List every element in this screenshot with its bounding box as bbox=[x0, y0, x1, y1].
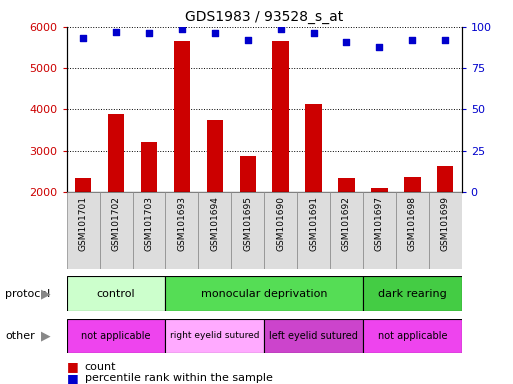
Bar bbox=[199, 192, 231, 269]
Point bbox=[376, 44, 384, 50]
Bar bbox=[338, 177, 354, 275]
Bar bbox=[264, 192, 297, 269]
Bar bbox=[165, 319, 264, 353]
Bar bbox=[207, 120, 223, 275]
Bar bbox=[100, 192, 132, 269]
Point bbox=[441, 37, 449, 43]
Point bbox=[112, 29, 120, 35]
Text: other: other bbox=[5, 331, 35, 341]
Bar bbox=[330, 192, 363, 269]
Text: count: count bbox=[85, 362, 116, 372]
Bar bbox=[363, 192, 396, 269]
Bar bbox=[67, 276, 165, 311]
Bar bbox=[165, 192, 199, 269]
Bar bbox=[371, 188, 388, 275]
Point bbox=[342, 39, 350, 45]
Bar bbox=[404, 177, 421, 275]
Bar bbox=[437, 166, 453, 275]
Bar bbox=[108, 114, 124, 275]
Text: control: control bbox=[97, 289, 135, 299]
Bar bbox=[305, 104, 322, 275]
Text: GSM101699: GSM101699 bbox=[441, 196, 450, 251]
Text: monocular deprivation: monocular deprivation bbox=[201, 289, 327, 299]
Text: ▶: ▶ bbox=[42, 329, 51, 343]
Title: GDS1983 / 93528_s_at: GDS1983 / 93528_s_at bbox=[185, 10, 343, 25]
Text: protocol: protocol bbox=[5, 289, 50, 299]
Point bbox=[145, 30, 153, 36]
Text: GSM101694: GSM101694 bbox=[210, 196, 220, 251]
Text: ■: ■ bbox=[67, 360, 78, 373]
Text: not applicable: not applicable bbox=[378, 331, 447, 341]
Text: ▶: ▶ bbox=[42, 287, 51, 300]
Bar bbox=[297, 192, 330, 269]
Text: percentile rank within the sample: percentile rank within the sample bbox=[85, 373, 272, 383]
Text: left eyelid sutured: left eyelid sutured bbox=[269, 331, 358, 341]
Text: GSM101697: GSM101697 bbox=[375, 196, 384, 251]
Point bbox=[79, 35, 87, 41]
Bar bbox=[240, 156, 256, 275]
Bar bbox=[174, 41, 190, 275]
Text: GSM101695: GSM101695 bbox=[243, 196, 252, 251]
Text: GSM101698: GSM101698 bbox=[408, 196, 417, 251]
Text: GSM101702: GSM101702 bbox=[111, 196, 121, 251]
Point bbox=[178, 25, 186, 31]
Bar bbox=[363, 319, 462, 353]
Bar bbox=[132, 192, 165, 269]
Text: GSM101690: GSM101690 bbox=[276, 196, 285, 251]
Point bbox=[408, 37, 417, 43]
Text: GSM101701: GSM101701 bbox=[78, 196, 88, 251]
Text: GSM101703: GSM101703 bbox=[145, 196, 153, 251]
Text: GSM101692: GSM101692 bbox=[342, 196, 351, 251]
Point bbox=[309, 30, 318, 36]
Bar bbox=[67, 319, 165, 353]
Point bbox=[211, 30, 219, 36]
Bar bbox=[75, 177, 91, 275]
Bar bbox=[67, 192, 100, 269]
Bar bbox=[264, 319, 363, 353]
Text: right eyelid sutured: right eyelid sutured bbox=[170, 331, 260, 341]
Text: dark rearing: dark rearing bbox=[378, 289, 447, 299]
Bar bbox=[363, 276, 462, 311]
Point bbox=[244, 37, 252, 43]
Bar bbox=[429, 192, 462, 269]
Bar bbox=[272, 41, 289, 275]
Bar bbox=[165, 276, 363, 311]
Bar bbox=[396, 192, 429, 269]
Text: GSM101691: GSM101691 bbox=[309, 196, 318, 251]
Point bbox=[277, 25, 285, 31]
Text: not applicable: not applicable bbox=[82, 331, 151, 341]
Text: GSM101693: GSM101693 bbox=[177, 196, 186, 251]
Bar bbox=[141, 142, 157, 275]
Bar bbox=[231, 192, 264, 269]
Text: ■: ■ bbox=[67, 372, 78, 384]
